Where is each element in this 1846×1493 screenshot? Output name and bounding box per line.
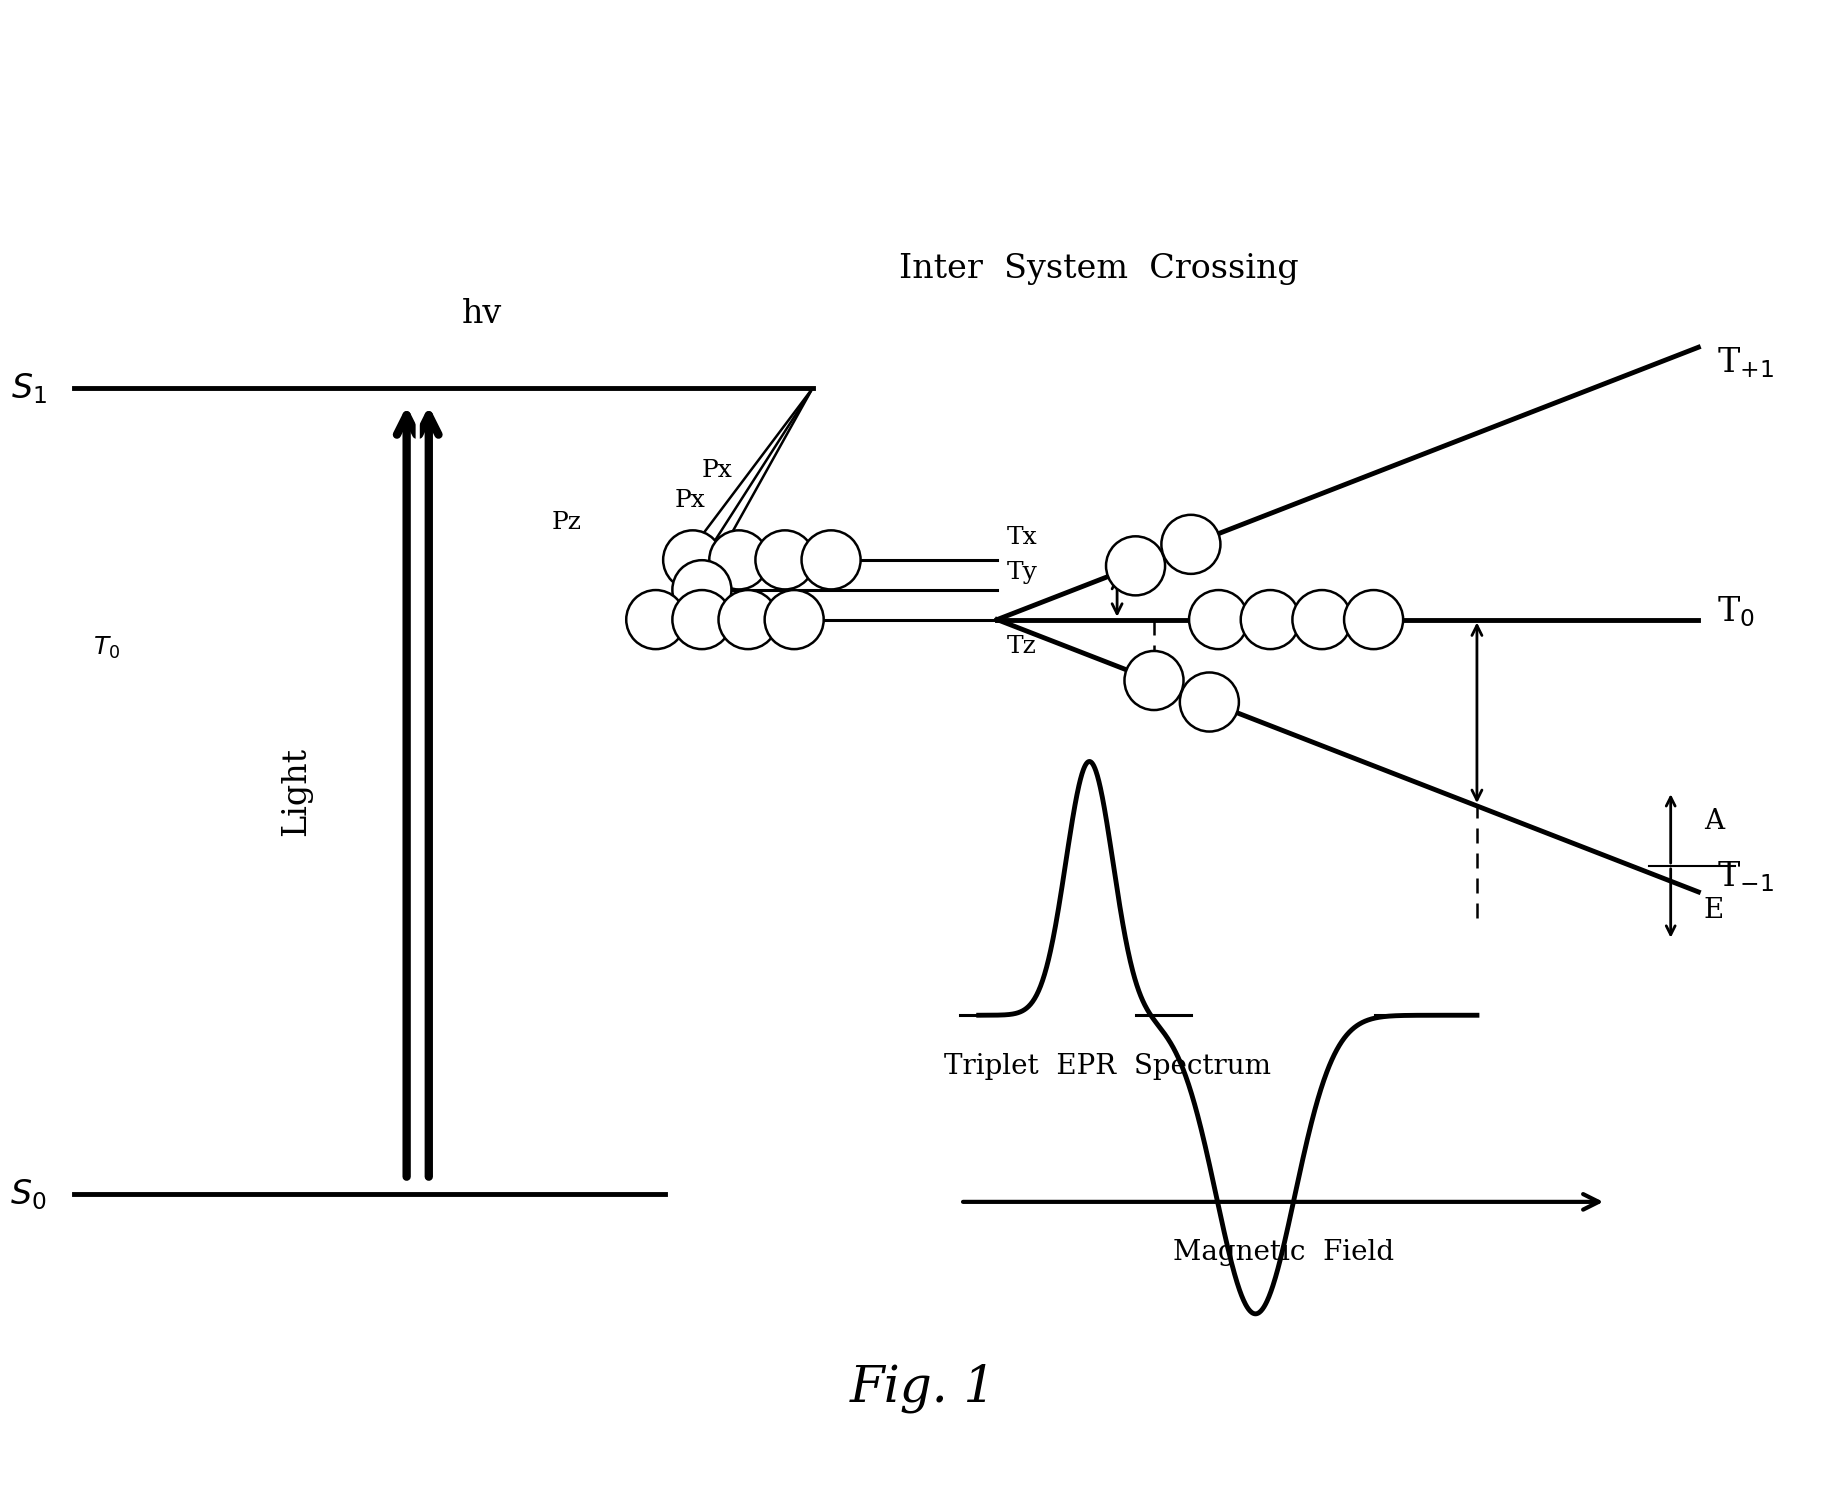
Ellipse shape: [1161, 515, 1220, 573]
Ellipse shape: [626, 590, 685, 649]
Ellipse shape: [1189, 590, 1248, 649]
Text: T$_0$: T$_0$: [1717, 594, 1756, 630]
Text: $S_0$: $S_0$: [11, 1176, 46, 1212]
Ellipse shape: [801, 530, 860, 590]
Text: Magnetic  Field: Magnetic Field: [1172, 1239, 1394, 1266]
Text: Inter  System  Crossing: Inter System Crossing: [899, 252, 1298, 285]
Ellipse shape: [755, 530, 814, 590]
Text: Tx: Tx: [1006, 527, 1037, 549]
Text: Triplet  EPR  Spectrum: Triplet EPR Spectrum: [945, 1053, 1272, 1079]
Text: Fig. 1: Fig. 1: [851, 1363, 997, 1414]
Ellipse shape: [718, 590, 777, 649]
Ellipse shape: [764, 590, 823, 649]
Text: $S_1$: $S_1$: [11, 370, 46, 406]
Ellipse shape: [1180, 672, 1239, 732]
Text: Pz: Pz: [552, 511, 581, 534]
Text: $T_0$: $T_0$: [92, 635, 120, 661]
Ellipse shape: [1124, 651, 1183, 711]
Text: Tz: Tz: [1006, 635, 1036, 657]
Ellipse shape: [1106, 536, 1165, 596]
Ellipse shape: [1344, 590, 1403, 649]
Text: T$_{+1}$: T$_{+1}$: [1717, 345, 1774, 379]
Text: A: A: [1704, 808, 1724, 835]
Ellipse shape: [672, 560, 731, 620]
Ellipse shape: [1241, 590, 1300, 649]
Text: Px: Px: [701, 458, 733, 482]
Text: E: E: [1704, 897, 1724, 924]
Text: hv: hv: [462, 297, 502, 330]
Text: Ty: Ty: [1006, 561, 1037, 584]
Ellipse shape: [709, 530, 768, 590]
Ellipse shape: [672, 590, 731, 649]
Ellipse shape: [1292, 590, 1351, 649]
Ellipse shape: [663, 530, 722, 590]
Text: T$_{-1}$: T$_{-1}$: [1717, 860, 1774, 894]
Text: Px: Px: [674, 488, 705, 512]
Text: Light: Light: [281, 746, 312, 836]
